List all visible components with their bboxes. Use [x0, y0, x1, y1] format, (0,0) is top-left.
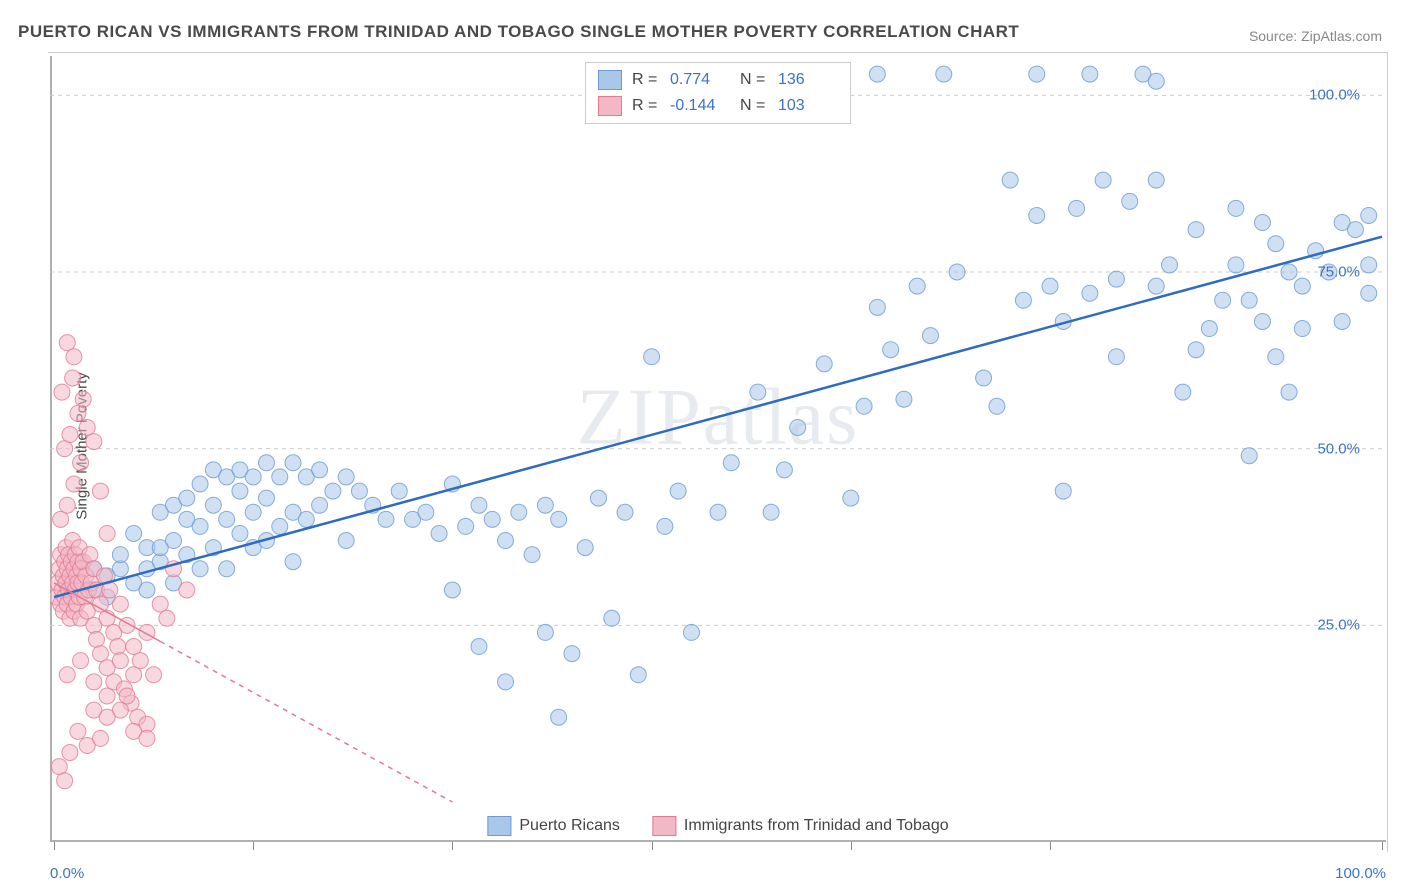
- r-value-series-1: 0.774: [670, 71, 730, 89]
- n-value-series-2: 103: [778, 97, 838, 115]
- stats-row-series-1: R = 0.774 N = 136: [598, 67, 838, 93]
- stats-row-series-2: R = -0.144 N = 103: [598, 93, 838, 119]
- x-axis-tick-mark: [652, 842, 653, 850]
- r-label: R =: [632, 97, 660, 115]
- legend-item-1: Puerto Ricans: [487, 816, 620, 836]
- y-axis-tick: 100.0%: [1309, 87, 1360, 104]
- legend-swatch-2: [652, 816, 676, 836]
- chart-svg: [50, 56, 1386, 842]
- x-axis-tick-max: 100.0%: [1335, 865, 1386, 882]
- x-axis-tick-mark: [1050, 842, 1051, 850]
- legend-label-2: Immigrants from Trinidad and Tobago: [684, 817, 949, 835]
- correlation-stats-box: R = 0.774 N = 136 R = -0.144 N = 103: [585, 62, 851, 124]
- y-axis-tick: 75.0%: [1317, 264, 1360, 281]
- legend-swatch-1: [487, 816, 511, 836]
- legend-item-2: Immigrants from Trinidad and Tobago: [652, 816, 949, 836]
- x-axis-tick-mark: [452, 842, 453, 850]
- x-axis-tick-mark: [851, 842, 852, 850]
- plot-area: ZIPatlas 25.0%50.0%75.0%100.0% R = 0.774…: [50, 56, 1386, 842]
- y-axis-tick: 50.0%: [1317, 440, 1360, 457]
- n-label: N =: [740, 97, 768, 115]
- source-attribution: Source: ZipAtlas.com: [1249, 28, 1382, 44]
- chart-title: PUERTO RICAN VS IMMIGRANTS FROM TRINIDAD…: [18, 22, 1019, 42]
- r-label: R =: [632, 71, 660, 89]
- x-axis-tick-mark: [1382, 842, 1383, 850]
- legend: Puerto Ricans Immigrants from Trinidad a…: [487, 816, 948, 836]
- y-axis-tick: 25.0%: [1317, 617, 1360, 634]
- n-value-series-1: 136: [778, 71, 838, 89]
- x-axis-tick-mark: [54, 842, 55, 850]
- swatch-series-2: [598, 96, 622, 116]
- x-axis-tick-min: 0.0%: [50, 865, 84, 882]
- swatch-series-1: [598, 70, 622, 90]
- r-value-series-2: -0.144: [670, 97, 730, 115]
- legend-label-1: Puerto Ricans: [519, 817, 620, 835]
- x-axis-tick-mark: [253, 842, 254, 850]
- n-label: N =: [740, 71, 768, 89]
